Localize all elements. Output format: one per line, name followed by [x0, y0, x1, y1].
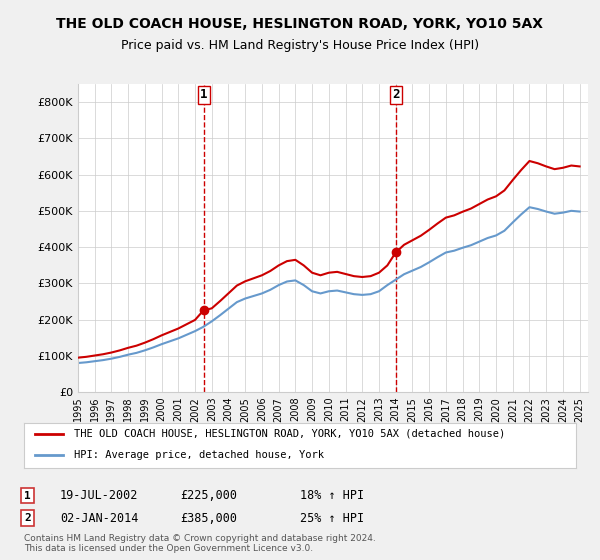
Text: £225,000: £225,000	[180, 489, 237, 502]
Text: 19-JUL-2002: 19-JUL-2002	[60, 489, 139, 502]
Text: 25% ↑ HPI: 25% ↑ HPI	[300, 511, 364, 525]
Text: THE OLD COACH HOUSE, HESLINGTON ROAD, YORK, YO10 5AX (detached house): THE OLD COACH HOUSE, HESLINGTON ROAD, YO…	[74, 429, 505, 439]
Text: HPI: Average price, detached house, York: HPI: Average price, detached house, York	[74, 450, 323, 460]
Text: THE OLD COACH HOUSE, HESLINGTON ROAD, YORK, YO10 5AX: THE OLD COACH HOUSE, HESLINGTON ROAD, YO…	[56, 17, 544, 31]
Text: 18% ↑ HPI: 18% ↑ HPI	[300, 489, 364, 502]
Text: Contains HM Land Registry data © Crown copyright and database right 2024.
This d: Contains HM Land Registry data © Crown c…	[24, 534, 376, 553]
Text: 02-JAN-2014: 02-JAN-2014	[60, 511, 139, 525]
Text: 1: 1	[24, 491, 31, 501]
Text: 2: 2	[24, 513, 31, 523]
Text: 2: 2	[392, 88, 400, 101]
Text: Price paid vs. HM Land Registry's House Price Index (HPI): Price paid vs. HM Land Registry's House …	[121, 39, 479, 52]
Text: 1: 1	[200, 88, 208, 101]
Text: £385,000: £385,000	[180, 511, 237, 525]
